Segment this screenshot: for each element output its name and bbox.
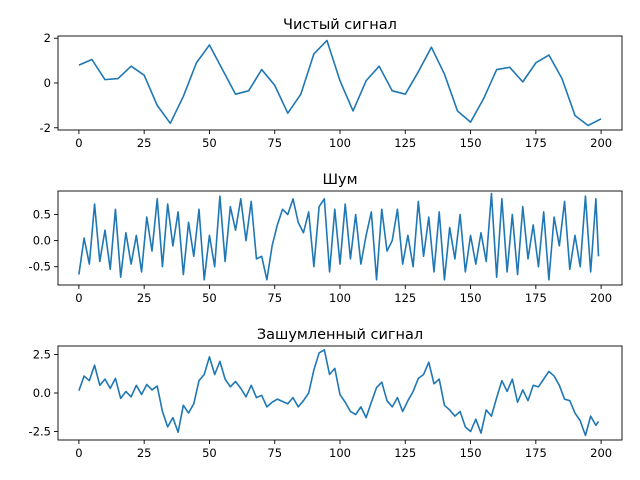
x-tick-label: 125 [394, 291, 416, 305]
x-tick-label: 100 [329, 136, 351, 150]
series-line [78, 349, 600, 437]
y-tick-label: -0.5 [29, 260, 51, 274]
x-tick-label: 200 [590, 136, 612, 150]
x-tick-label: 75 [267, 136, 282, 150]
x-tick-label: 175 [525, 136, 547, 150]
y-tick-label: -2 [40, 121, 51, 135]
series-line [78, 192, 600, 281]
subplot-2: Шум 0 25 50 75 100 125 150 175 200 -0.5 0.0 0.5 [29, 172, 623, 305]
subplot-title: Зашумленный сигнал [257, 327, 423, 343]
x-tick-label: 50 [202, 291, 217, 305]
x-tick-label: 25 [137, 291, 152, 305]
x-tick-label: 100 [329, 446, 351, 460]
x-tick-label: 25 [137, 136, 152, 150]
subplot-title: Шум [322, 172, 357, 188]
x-tick-label: 50 [202, 446, 217, 460]
x-tick-label: 125 [394, 136, 416, 150]
y-tick-label: -2.5 [29, 425, 51, 439]
x-tick-label: 0 [75, 446, 82, 460]
x-tick-label: 0 [75, 291, 82, 305]
y-tick-label: 2.5 [33, 347, 51, 361]
x-tick-label: 200 [590, 446, 612, 460]
x-tick-label: 175 [525, 446, 547, 460]
y-tick-label: 0 [44, 76, 51, 90]
y-tick-label: 0.5 [33, 208, 51, 222]
x-tick-label: 75 [267, 446, 282, 460]
y-tick-label: 0.0 [33, 386, 51, 400]
subplot-3: Зашумленный сигнал 0 25 50 75 100 125 150 175 200… [29, 327, 623, 460]
x-tick-label: 150 [460, 136, 482, 150]
axes-frame [57, 35, 623, 131]
x-tick-label: 175 [525, 291, 547, 305]
axes-frame [57, 190, 623, 286]
x-tick-label: 125 [394, 446, 416, 460]
y-tick-label: 2 [44, 31, 51, 45]
x-tick-label: 25 [137, 446, 152, 460]
x-tick-label: 0 [75, 136, 82, 150]
y-tick-label: 0.0 [33, 234, 51, 248]
x-tick-label: 150 [460, 291, 482, 305]
x-tick-label: 200 [590, 291, 612, 305]
series-line [78, 39, 602, 127]
x-tick-label: 150 [460, 446, 482, 460]
x-tick-label: 50 [202, 136, 217, 150]
subplot-1: Чистый сигнал 0 25 50 75 100 125 150 175 200 -2 0 2 [40, 17, 623, 150]
subplot-title: Чистый сигнал [283, 17, 397, 33]
x-tick-label: 75 [267, 291, 282, 305]
x-tick-label: 100 [329, 291, 351, 305]
